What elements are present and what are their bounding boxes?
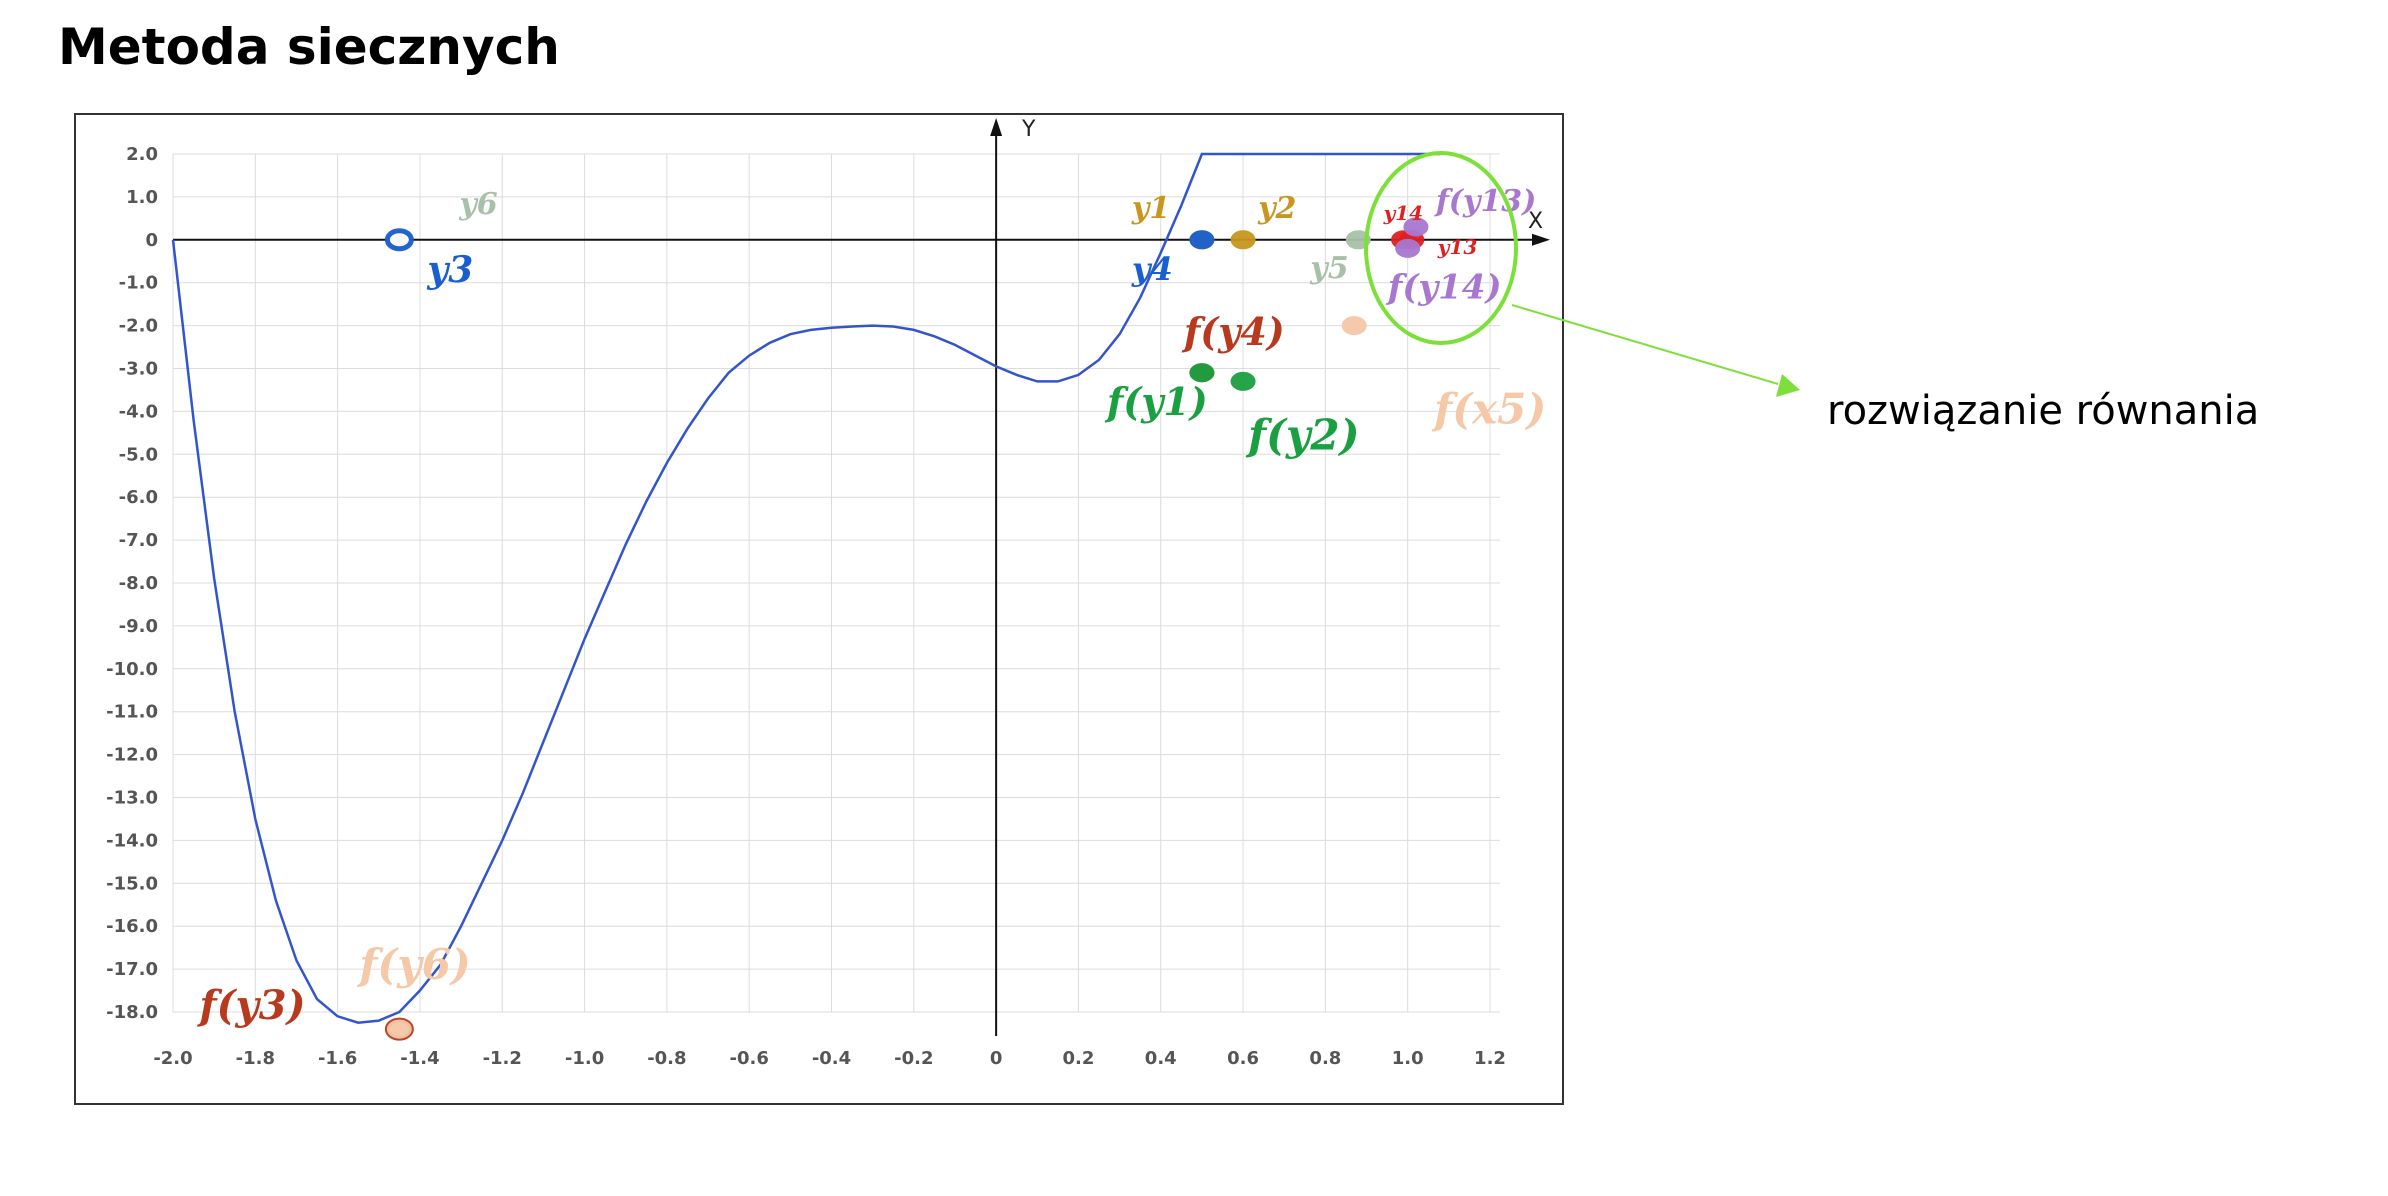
x-tick-label: 1.0 [1392,1048,1424,1069]
x-tick-label: -1.6 [318,1048,357,1069]
x-axis-arrow [1532,233,1550,246]
x-tick-label: 1.2 [1474,1048,1506,1069]
grid [172,153,1500,1013]
solution-circle [1364,151,1518,345]
y-tick-label: -15.0 [106,873,158,894]
x-tick-label: -0.2 [894,1048,933,1069]
label-y3: y3 [426,249,473,291]
x-tick-label: -1.8 [236,1048,275,1069]
y-axis-arrow [990,118,1003,136]
point-fy6 [386,1019,412,1039]
chart-frame [74,113,1564,1105]
x-tick-label: 0.8 [1309,1048,1341,1069]
y-tick-label: -14.0 [106,830,158,851]
label-fy6: f(y6) [356,940,470,989]
y-tick-label: -5.0 [119,444,158,465]
label-y6: y6 [458,187,497,222]
point-fy1 [1189,363,1215,383]
label-y5: y5 [1309,251,1348,286]
y-tick-label: -4.0 [119,401,158,422]
label-y2: y2 [1257,191,1296,226]
x-tick-label: -1.2 [483,1048,522,1069]
label-y1: y1 [1131,191,1170,226]
point-fy14 [1395,238,1421,258]
y-tick-label: -18.0 [106,1002,158,1023]
y-tick-label: -16.0 [106,916,158,937]
y-tick-label: 2.0 [126,144,158,165]
solution-note: rozwiązanie równania [1827,388,2260,434]
point-labels: y6 y3 f(y3) f(y6) y1 y4 y2 y5 y14 y13 f(y13) f(y14)… [196,184,1546,1029]
x-tick-label: 0.2 [1062,1048,1094,1069]
x-tick-label: -1.4 [400,1048,439,1069]
x-axis-label: X [1528,209,1543,234]
y-tick-label: -6.0 [119,487,158,508]
page-title: Metoda siecznych [58,18,560,76]
annotation-arrow-head [1776,374,1800,397]
point-y2 [1230,230,1256,250]
y-tick-label: -3.0 [119,359,158,380]
y-tick-label: -1.0 [119,273,158,294]
point-y3 [384,228,414,252]
label-y4: y4 [1131,250,1173,288]
label-fy2: f(y2) [1245,410,1359,459]
x-tick-label: -0.6 [730,1048,769,1069]
y-axis-label: Y [1021,117,1036,142]
function-curve [171,152,1441,1024]
y-tick-label: -13.0 [106,788,158,809]
point-y4 [1189,230,1215,250]
iteration-points [384,217,1429,1041]
y-tick-label: -11.0 [106,702,158,723]
x-tick-label: -0.8 [647,1048,686,1069]
y-tick-label: 0 [145,230,158,251]
point-fx5 [1341,316,1367,336]
label-fy14: f(y14) [1386,267,1502,307]
x-tick-label: 0.6 [1227,1048,1259,1069]
y-tick-label: -17.0 [106,959,158,980]
y-tick-label: -2.0 [119,316,158,337]
label-y14: y14 [1383,201,1423,225]
point-fy13 [1403,217,1429,237]
x-tick-label: -2.0 [153,1048,192,1069]
y-tick-label: -7.0 [119,530,158,551]
label-y13: y13 [1437,235,1478,259]
label-fy4: f(y4) [1181,309,1285,354]
y-tick-label: -12.0 [106,745,158,766]
y-tick-label: -8.0 [119,573,158,594]
label-fy3: f(y3) [196,982,305,1029]
x-tick-label: -1.0 [565,1048,604,1069]
point-fy2 [1230,371,1256,391]
x-tick-label: 0.4 [1145,1048,1177,1069]
tick-labels: -2.0 -1.8 -1.6 -1.4 -1.2 -1.0 -0.8 -0.6 -0.4 -0.2… [106,144,1506,1069]
label-fy13: f(y13) [1434,184,1536,219]
y-tick-label: -10.0 [106,659,158,680]
x-tick-label: 0 [990,1048,1003,1069]
annotation-arrow-line [1511,304,1779,385]
y-tick-label: -9.0 [119,616,158,637]
y-tick-label: 1.0 [126,187,158,208]
label-fx5: f(x5) [1431,385,1546,434]
x-tick-label: -0.4 [812,1048,851,1069]
label-fy1: f(y1) [1104,379,1208,424]
